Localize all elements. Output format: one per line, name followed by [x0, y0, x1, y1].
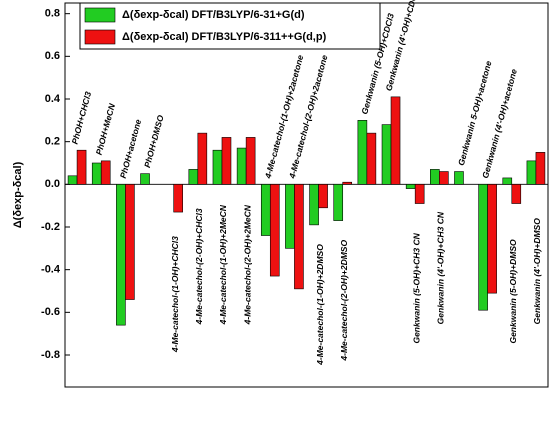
legend-swatch [84, 7, 116, 23]
bar [511, 184, 522, 204]
bar [294, 184, 304, 290]
y-tick-label: -0.4 [41, 264, 61, 276]
y-tick-label: 0.8 [45, 8, 60, 20]
bar [197, 132, 208, 185]
x-category-label: PhOH+MeCN [94, 102, 118, 156]
bar [221, 137, 232, 185]
y-tick-label: 0.6 [45, 50, 60, 62]
bar [535, 152, 546, 185]
legend-swatch [84, 29, 116, 45]
bar [212, 149, 223, 185]
x-category-label: 4-Me-catechol-(1-OH)+2MeCN [218, 204, 228, 325]
bar [91, 162, 102, 185]
plot-frame [64, 2, 549, 388]
bar [116, 184, 126, 326]
x-category-label: 4-Me-catechol-(2-OH)+2DMSO [339, 240, 349, 362]
bar [318, 184, 328, 209]
bar [405, 184, 416, 189]
bar [430, 169, 440, 185]
x-category-label: Genkwanin (5-OH)+CH3 CN [411, 232, 421, 343]
x-category-label: 4-Me-catechol-(1-OH)+2DMSO [315, 244, 325, 366]
bar [357, 120, 368, 185]
bar [67, 175, 78, 185]
x-category-label: Genkwanin (4'-OH)+CH3 CN [436, 211, 446, 324]
bar [309, 184, 319, 226]
y-tick-label: 0.4 [45, 93, 61, 105]
bar [366, 132, 377, 185]
bar [414, 184, 425, 204]
bar [478, 184, 488, 311]
y-axis-label: Δ(δexp-δcal) [12, 161, 24, 228]
bar [526, 160, 537, 185]
bar [260, 184, 271, 236]
legend-box [79, 2, 381, 50]
legend-label: Δ(δexp-δcal) DFT/B3LYP/6-31+G(d) [122, 9, 305, 21]
bar [487, 184, 497, 294]
y-tick-label: 0.2 [45, 136, 60, 148]
bar [140, 173, 150, 185]
bar [502, 177, 513, 185]
bar [76, 149, 87, 185]
bar [125, 184, 135, 300]
bar [100, 160, 111, 185]
bar [454, 171, 464, 185]
y-tick-label: -0.2 [41, 221, 60, 233]
y-tick-label: 0.0 [45, 178, 60, 190]
x-category-label: PhOH+acetone [118, 118, 143, 179]
bar [173, 184, 183, 213]
bar [188, 169, 199, 185]
bar [333, 184, 344, 221]
bar [245, 137, 256, 185]
x-category-label: PhOH+DMSO [142, 114, 166, 169]
x-category-label: Genkwanin (4'-OH)+DMSO [532, 218, 542, 325]
x-category-label: 4-Me-catechol-(1-OH)+CHCl3 [170, 236, 180, 353]
bar [439, 171, 449, 185]
bar [390, 96, 401, 185]
x-category-label: Genkwanin (5-OH)+DMSO [508, 239, 518, 344]
bar [381, 124, 392, 185]
y-tick-label: -0.8 [41, 349, 60, 361]
bar [285, 184, 295, 249]
x-category-label: 4-Me-catechol-(2-OH)+CHCl3 [194, 208, 204, 325]
x-category-label: 4-Me-catechol-(2-OH)+2MeCN [242, 204, 252, 325]
bar [236, 147, 247, 185]
y-tick-label: -0.6 [41, 306, 60, 318]
legend-label: Δ(δexp-δcal) DFT/B3LYP/6-311++G(d,p) [122, 31, 327, 43]
bar [269, 184, 280, 277]
bar [342, 181, 353, 185]
x-category-label: PhOH+CHCl3 [70, 90, 94, 145]
